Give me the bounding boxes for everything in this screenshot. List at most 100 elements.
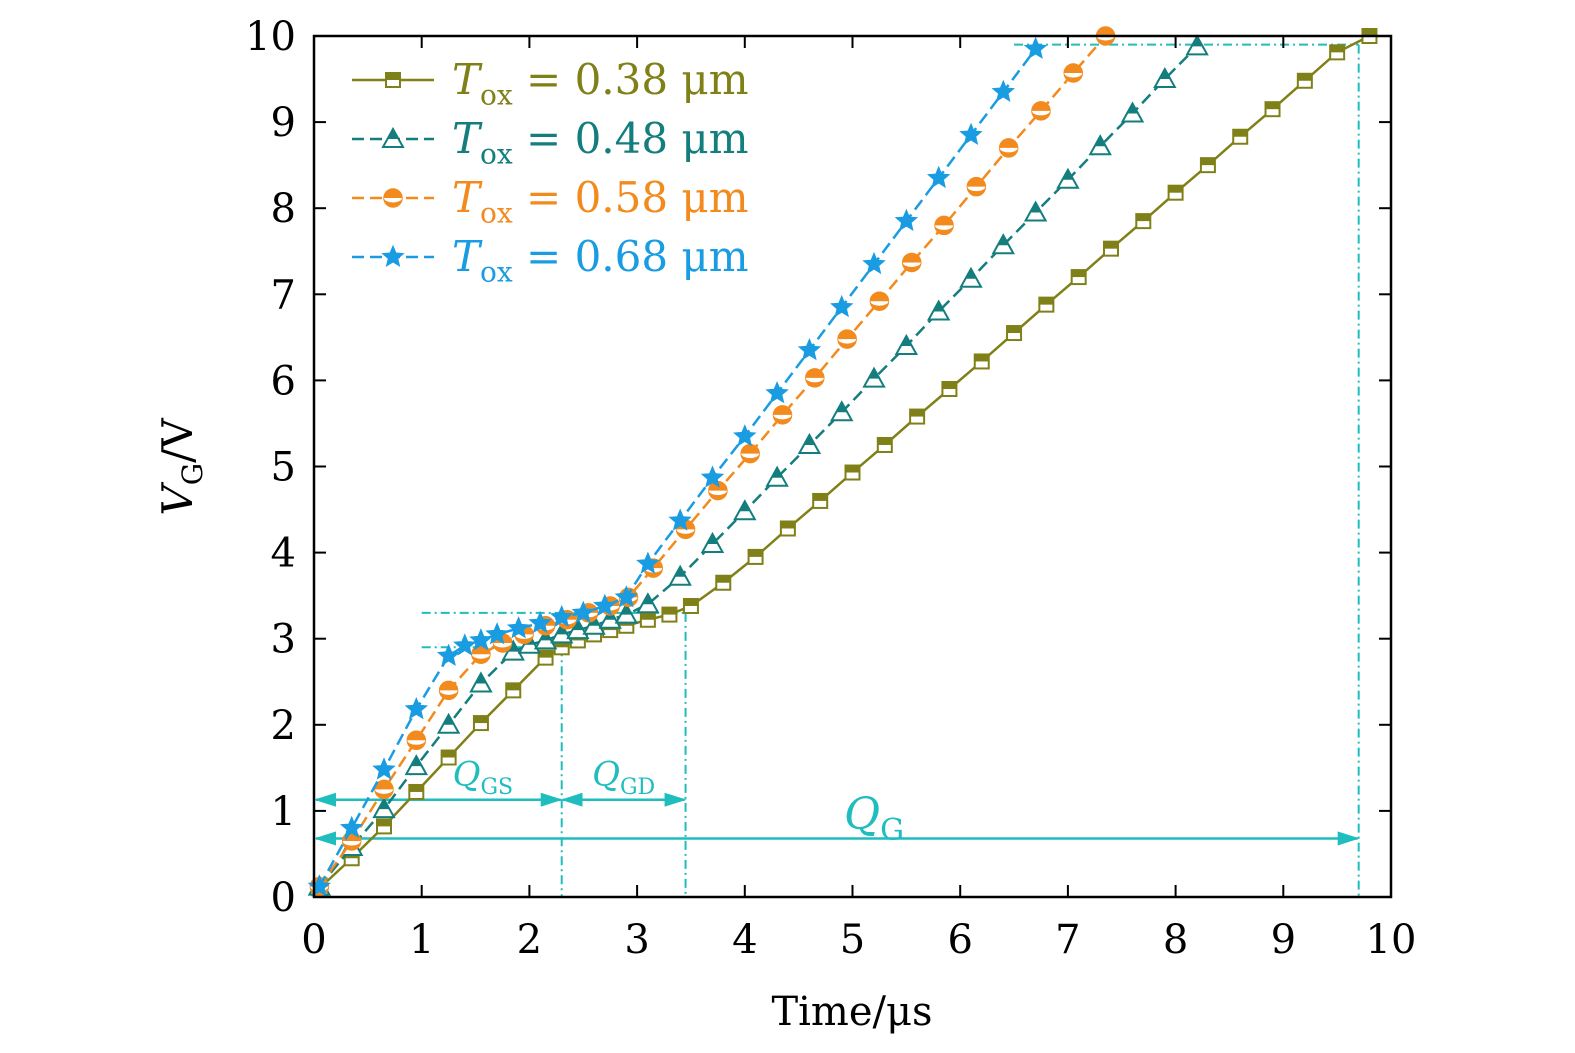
data-point-fill [475, 673, 487, 684]
legend-marker-fill [387, 129, 399, 139]
data-point-fill [965, 268, 977, 279]
data-point-fill [1159, 69, 1171, 80]
data-point-fill [813, 493, 828, 501]
data-point [436, 643, 461, 666]
data-point [485, 622, 509, 645]
data-point-fill [556, 624, 568, 635]
data-point [506, 616, 531, 639]
legend-label-symbol: T [452, 173, 483, 222]
y-tick-label: 7 [271, 272, 296, 318]
data-point [372, 757, 396, 780]
data-point-fill [1297, 73, 1312, 81]
data-point-fill [409, 784, 424, 792]
data-point-highlight [870, 301, 889, 306]
data-point-fill [1362, 29, 1377, 36]
legend-label-symbol: T [452, 55, 483, 104]
y-tick-label: 1 [271, 789, 296, 835]
data-point-fill [845, 465, 860, 473]
data-point [571, 600, 595, 623]
data-point-fill [620, 604, 632, 615]
data-point-highlight [407, 740, 426, 745]
y-tick-label: 9 [271, 100, 296, 146]
data-point-highlight [999, 147, 1018, 153]
data-point-fill [803, 434, 815, 445]
data-point-fill [642, 594, 654, 605]
data-point-fill [506, 683, 521, 691]
data-point-fill [377, 819, 392, 827]
data-point [959, 122, 983, 145]
y-tick-label: 4 [271, 531, 296, 577]
y-axis-ticks: 0 1 2 3 4 5 6 7 8 9 10 [245, 14, 1391, 921]
data-point-highlight [967, 186, 986, 192]
data-point-highlight [676, 529, 695, 534]
data-point-fill [410, 756, 422, 767]
y-axis-label: VG/V [153, 418, 209, 516]
data-point-fill [1007, 326, 1022, 334]
data-point-fill [554, 640, 569, 648]
data-point [339, 815, 364, 839]
data-point-fill [662, 607, 677, 615]
x-tick-label: 0 [301, 917, 326, 963]
data-point-fill [1071, 270, 1086, 278]
data-point-fill [441, 750, 456, 758]
y-tick-label: 10 [245, 14, 296, 60]
data-point [926, 165, 951, 189]
data-point-highlight [375, 789, 394, 794]
qgs-label: QGS [453, 755, 514, 801]
data-point [894, 208, 919, 232]
data-point-highlight [838, 339, 857, 344]
x-tick-label: 8 [1163, 917, 1188, 963]
y-tick-label: 3 [271, 617, 296, 663]
x-tick-label: 2 [517, 917, 542, 963]
data-point [1023, 36, 1048, 59]
qg-label-symbol: Q [844, 789, 880, 840]
data-point [862, 251, 886, 275]
legend-label-subscript: ox [480, 138, 513, 171]
data-point-fill [1136, 214, 1151, 222]
legend-label-text: = 0.68 μm [513, 232, 749, 281]
qgd-label-subscript: GD [620, 775, 655, 800]
data-point [528, 610, 552, 634]
x-tick-label: 5 [840, 917, 865, 963]
data-point-fill [1191, 36, 1203, 47]
qgd-label: QGD [592, 755, 655, 801]
data-point-fill [378, 799, 390, 810]
data-point-fill [674, 566, 686, 577]
y-tick-label: 6 [271, 358, 296, 404]
series-line [318, 35, 1107, 888]
legend-label-text: = 0.58 μm [513, 173, 749, 222]
data-point-fill [1039, 297, 1054, 305]
legend-marker-highlight [384, 198, 402, 203]
data-point-fill [1103, 241, 1118, 249]
data-point [549, 604, 574, 628]
y-tick-label: 5 [271, 445, 296, 491]
legend-label-subscript: ox [480, 197, 513, 230]
data-point [765, 380, 789, 404]
data-point-highlight [902, 262, 921, 267]
data-point-fill [640, 612, 655, 620]
legend-label-text: = 0.38 μm [513, 55, 749, 104]
series-layer [307, 26, 1378, 897]
legend-label-subscript: ox [480, 79, 513, 112]
data-point-fill [1200, 158, 1215, 166]
legend-label-subscript: ox [480, 256, 513, 289]
series-0 [311, 28, 1378, 897]
legend-label-symbol: T [452, 114, 483, 163]
data-point-highlight [805, 377, 824, 383]
x-axis-ticks: 0 1 2 3 4 5 6 7 8 9 10 [301, 36, 1416, 963]
legend-label-text: = 0.48 μm [513, 114, 749, 163]
x-tick-label: 3 [624, 917, 649, 963]
data-point-highlight [493, 643, 512, 648]
data-point [733, 424, 757, 447]
x-tick-label: 9 [1271, 917, 1296, 963]
data-point-highlight [935, 225, 954, 230]
qgs-label-subscript: GS [480, 775, 513, 800]
data-point-fill [1168, 185, 1183, 193]
data-point-fill [933, 301, 945, 312]
data-point [830, 294, 854, 318]
data-point-fill [706, 533, 718, 544]
data-point-fill [1030, 202, 1042, 213]
data-point-fill [942, 382, 957, 390]
